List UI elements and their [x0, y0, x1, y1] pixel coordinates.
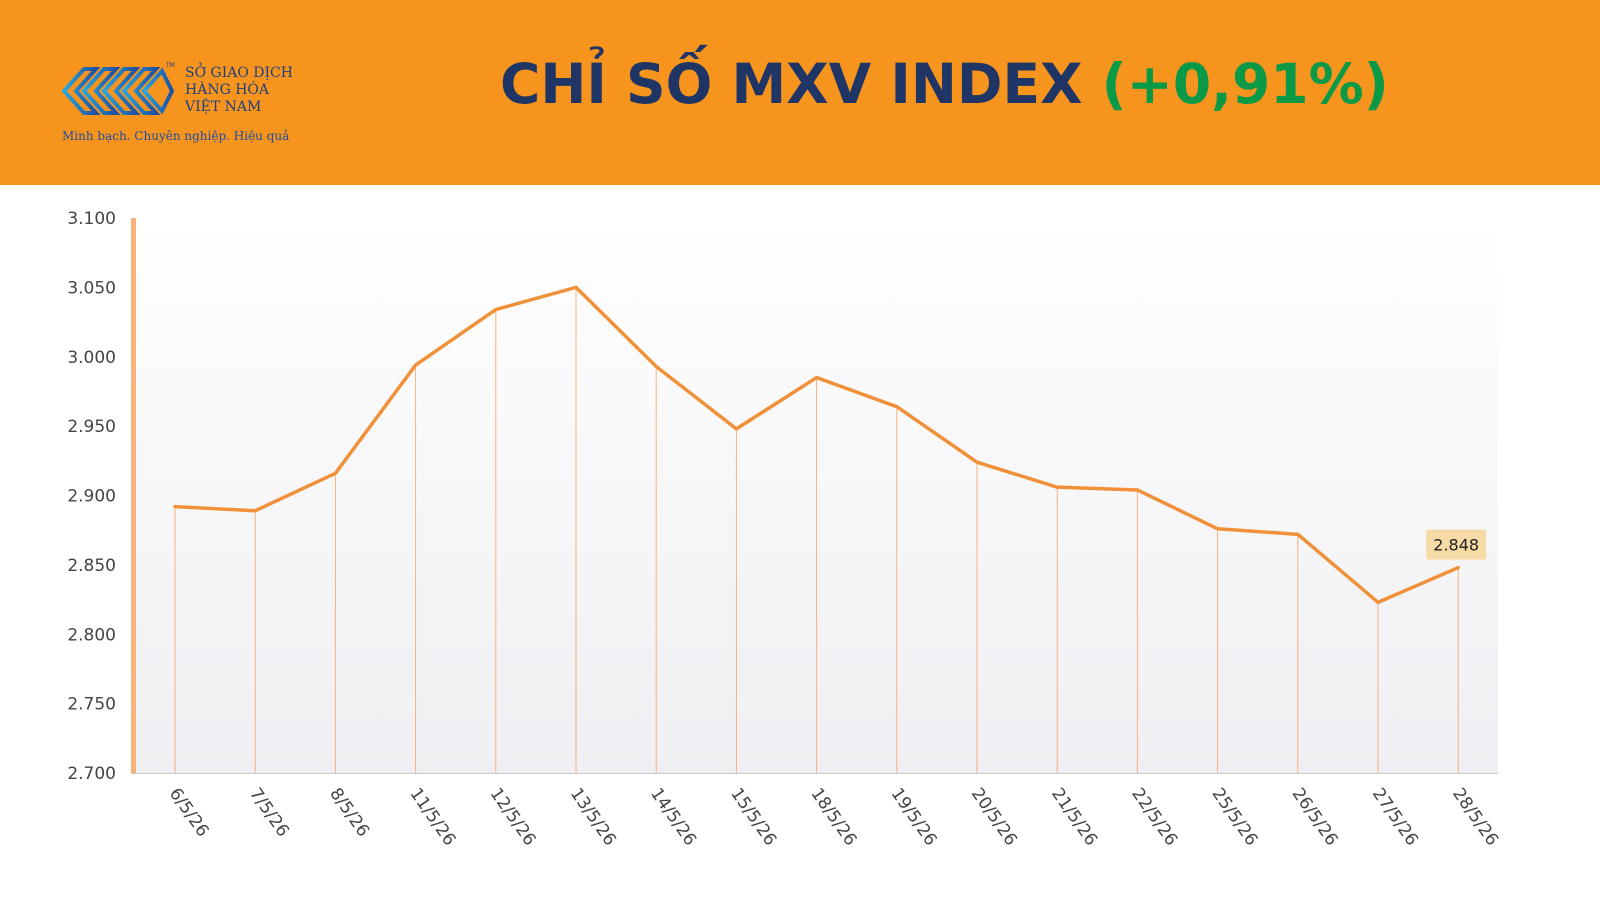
x-tick-label: 27/5/26: [1368, 784, 1422, 849]
line-chart: 2.700 2.750 2.800 2.850 2.900 2.950 3.000 3.050…: [67, 209, 1502, 850]
series-line: [173, 285, 1460, 605]
y-tick-label: 2.900: [67, 487, 116, 507]
y-tick-label: 2.750: [67, 695, 116, 715]
trademark-mark: TM: [166, 62, 175, 69]
x-tick-label: 28/5/26: [1448, 784, 1502, 849]
logo-slogan: Minh bạch. Chuyên nghiệp. Hiệu quả: [62, 129, 290, 143]
page-title: CHỈ SỐ MXV INDEX (+0,91%): [500, 52, 1389, 116]
x-tick-label: 20/5/26: [967, 784, 1021, 849]
x-tick-label: 11/5/26: [406, 784, 460, 849]
title-change: (+0,91%): [1101, 52, 1389, 116]
y-tick-label: 2.700: [67, 764, 116, 784]
logo-name: SỞ GIAO DỊCH HÀNG HÓA VIỆT NAM: [185, 65, 293, 116]
logo: TM SỞ GIAO DỊCH HÀNG HÓA VIỆT NAM Minh b…: [62, 62, 302, 147]
y-axis-bar: [131, 218, 136, 774]
chart-area: 2.700 2.750 2.800 2.850 2.900 2.950 3.000 3.050…: [0, 185, 1600, 900]
x-tick-label: 25/5/26: [1208, 784, 1262, 849]
header-banner: TM SỞ GIAO DỊCH HÀNG HÓA VIỆT NAM Minh b…: [0, 0, 1600, 185]
x-tick-label: 13/5/26: [566, 784, 620, 849]
x-tick-label: 6/5/26: [165, 784, 213, 840]
x-tick-label: 26/5/26: [1288, 784, 1342, 849]
x-tick-label: 7/5/26: [245, 784, 293, 840]
x-tick-label: 15/5/26: [726, 784, 780, 849]
y-tick-label: 3.050: [67, 278, 116, 298]
x-tick-label: 21/5/26: [1047, 784, 1101, 849]
y-tick-label: 2.850: [67, 556, 116, 576]
x-tick-label: 14/5/26: [646, 784, 700, 849]
x-tick-label: 8/5/26: [325, 784, 373, 840]
x-tick-label: 12/5/26: [486, 784, 540, 849]
x-tick-label: 18/5/26: [807, 784, 861, 849]
y-tick-label: 3.100: [67, 209, 116, 229]
logo-name-line-1: SỞ GIAO DỊCH: [185, 65, 293, 81]
y-tick-label: 3.000: [67, 348, 116, 368]
data-label: 2.848: [1433, 536, 1479, 555]
logo-name-line-2: HÀNG HÓA: [185, 82, 269, 98]
logo-mark-icon: [62, 67, 174, 115]
plot-background: [133, 218, 1498, 773]
data-label-box: [1426, 529, 1487, 560]
title-main: CHỈ SỐ MXV INDEX: [500, 52, 1102, 116]
y-tick-label: 2.950: [67, 417, 116, 437]
logo-name-line-3: VIỆT NAM: [185, 99, 262, 115]
x-tick-label: 19/5/26: [887, 784, 941, 849]
y-tick-label: 2.800: [67, 625, 116, 645]
x-tick-label: 22/5/26: [1127, 784, 1181, 849]
